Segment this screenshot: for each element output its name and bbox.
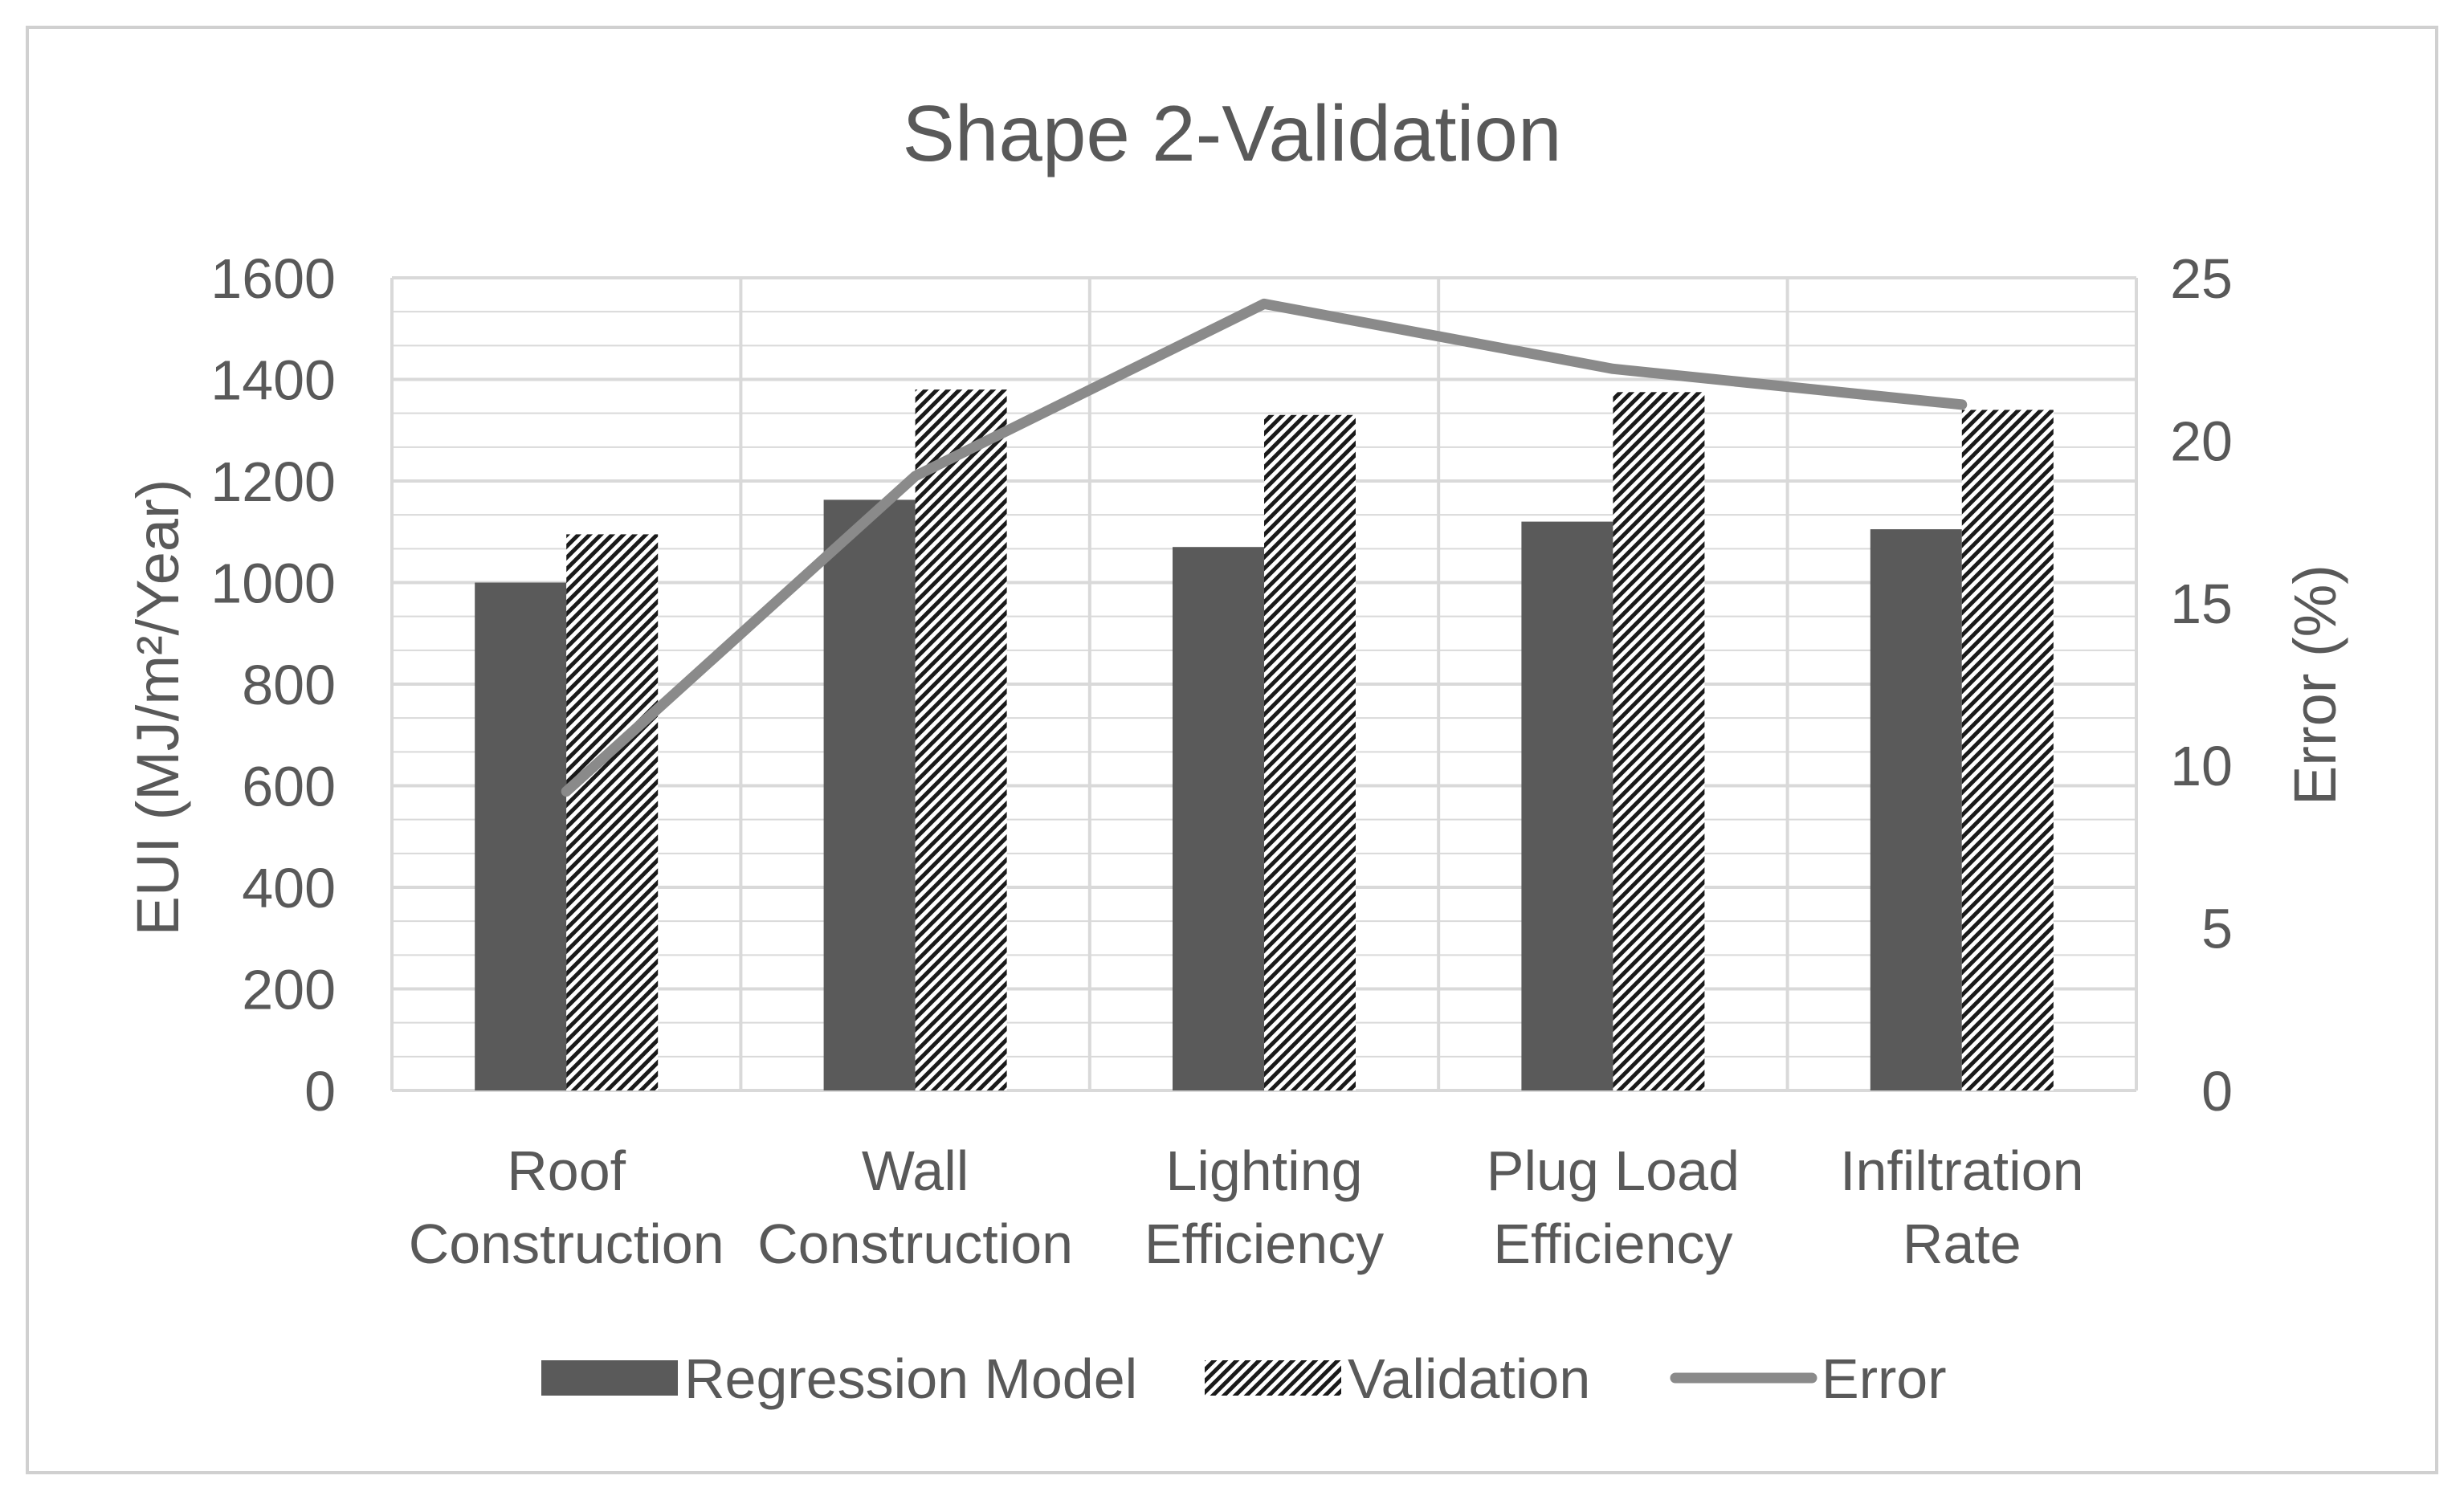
legend: Regression Model Validation Error [541,1347,1947,1410]
y-tick-label: 1200 [210,450,336,513]
validation-bar [1264,414,1356,1090]
x-tick-label: Wall [862,1139,969,1202]
x-tick-label: Construction [409,1213,724,1275]
regression-model-bar [823,499,916,1090]
y-axis-label: EUI (MJ/m²/Year) [124,479,191,936]
y-tick-label: 200 [242,959,336,1021]
legend-label: Error [1821,1347,1947,1410]
y2-tick-label: 15 [2170,573,2233,635]
y2-tick-label: 0 [2201,1060,2233,1123]
validation-bar [1961,410,2054,1090]
chart-title: Shape 2-Validation [903,89,1562,177]
x-tick-label: Construction [757,1213,1073,1275]
y-tick-label: 1400 [210,349,336,412]
x-tick-label: Roof [507,1139,626,1202]
y2-tick-label: 10 [2170,735,2233,797]
y-tick-label: 800 [242,654,336,716]
x-tick-label: Infiltration [1840,1139,2083,1202]
x-tick-label: Plug Load [1487,1139,1740,1202]
validation-bar [566,534,659,1090]
error-point [915,475,916,477]
y2-tick-label: 20 [2170,410,2233,472]
x-tick-label: Efficiency [1493,1213,1732,1275]
regression-model-bar [1870,529,1962,1090]
y2-tick-label: 5 [2201,898,2233,960]
y-tick-label: 600 [242,756,336,818]
error-point [1961,404,1963,406]
plot-area: 0 200 400 600 800 1000 1200 1400 1600 0 5 10 15 20 25 R… [210,247,2233,1275]
y-tick-label: 0 [304,1060,336,1123]
y-tick-label: 1000 [210,552,336,615]
y2-tick-label: 25 [2170,247,2233,310]
regression-model-bar [1173,547,1264,1090]
x-tick-label: Rate [1903,1213,2021,1275]
regression-model-bar [1521,521,1613,1090]
legend-label: Validation [1348,1347,1590,1410]
y-tick-label: 1600 [210,247,336,310]
error-point [565,791,567,793]
validation-bar [915,389,1007,1090]
legend-label: Regression Model [684,1347,1137,1410]
x-tick-label: Efficiency [1144,1213,1384,1275]
legend-validation-swatch [1205,1360,1341,1396]
regression-model-bar [475,582,567,1090]
y2-axis-label: Error (%) [2282,565,2348,805]
legend-regression-swatch [541,1360,678,1396]
y-tick-label: 400 [242,857,336,919]
validation-bar [1613,392,1705,1090]
x-tick-label: Lighting [1165,1139,1362,1202]
